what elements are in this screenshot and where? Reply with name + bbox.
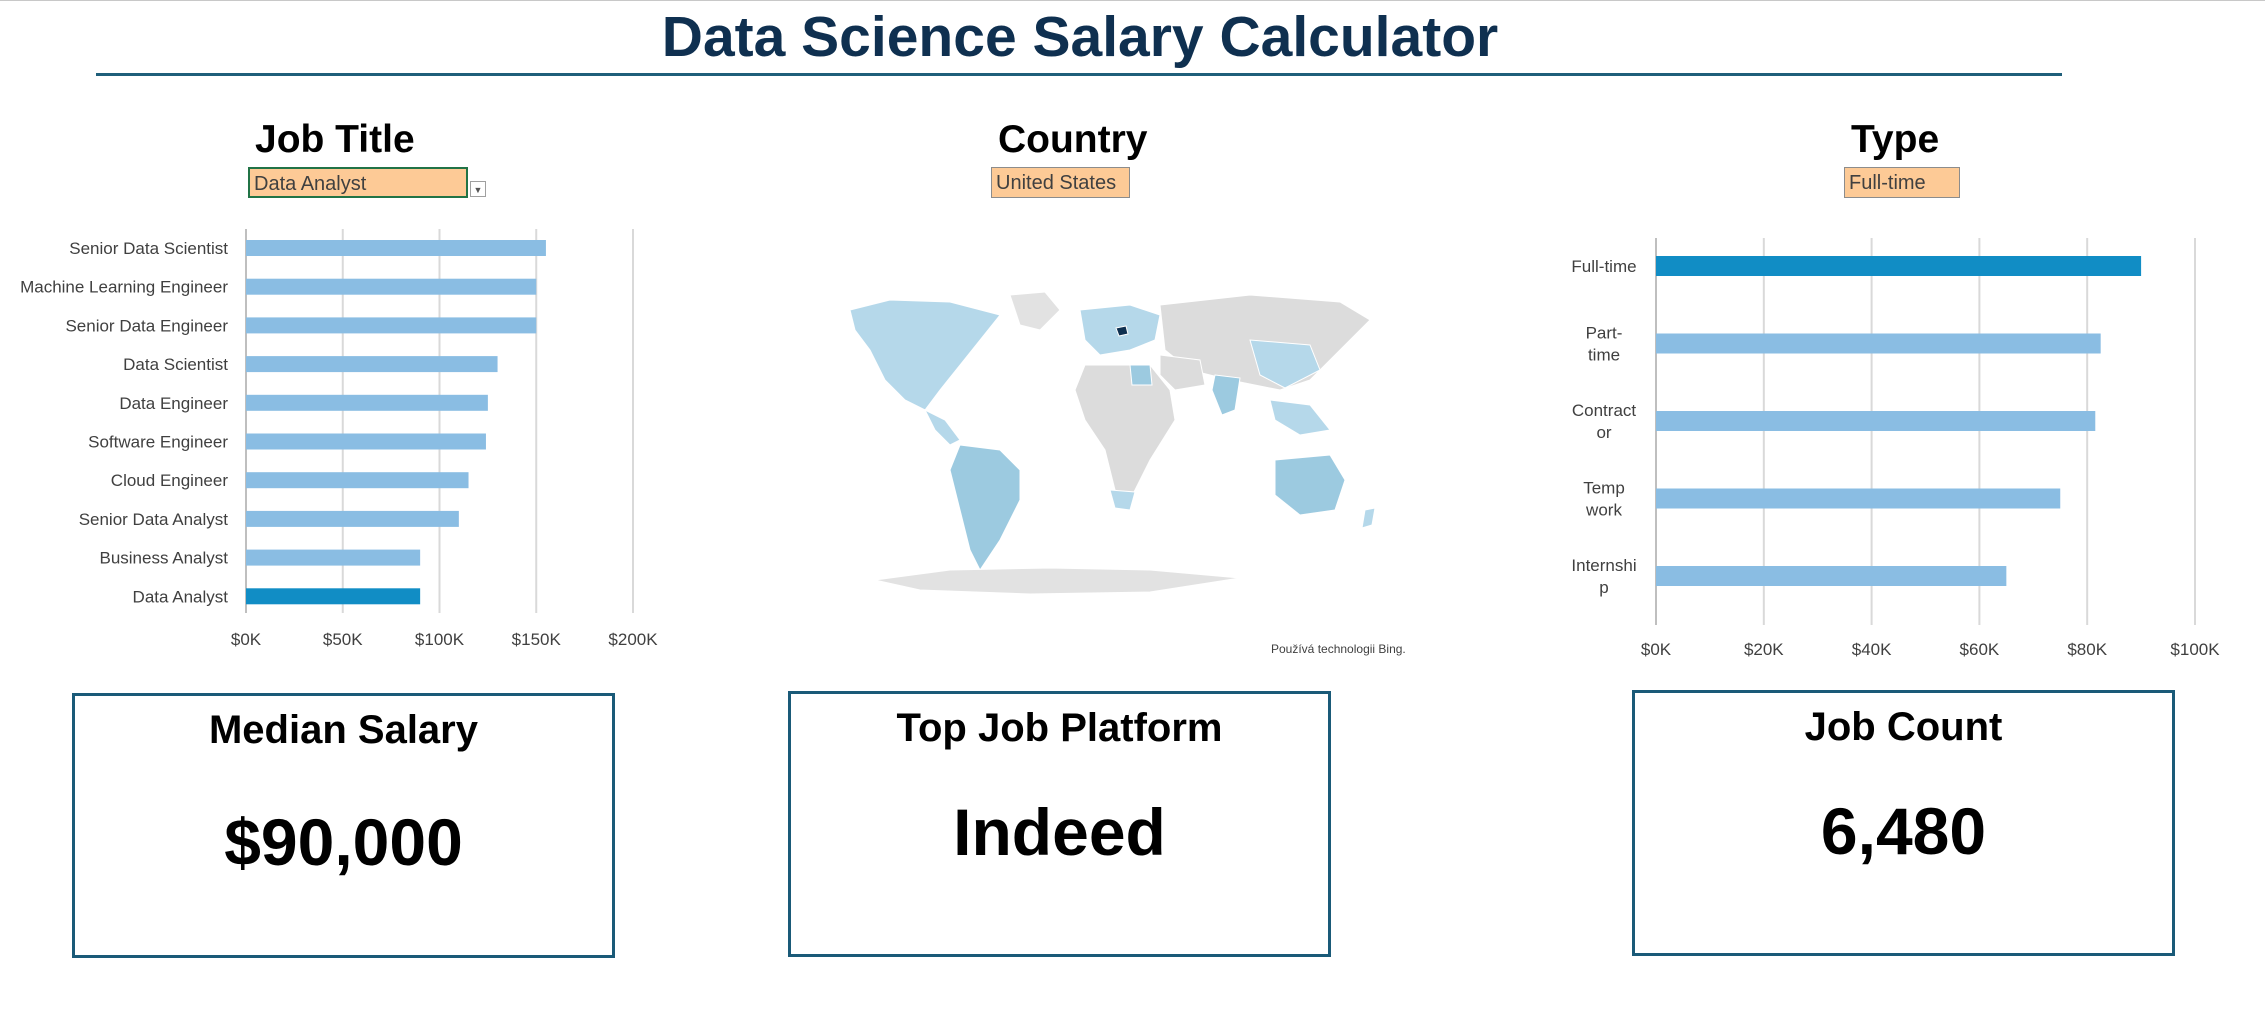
bar xyxy=(246,549,421,566)
tick-label: $100K xyxy=(415,630,465,649)
type-dropdown[interactable]: Full-time xyxy=(1844,167,1960,198)
bar xyxy=(1656,256,2142,276)
category-label: Senior Data Engineer xyxy=(65,316,228,335)
map-region-australia xyxy=(1274,454,1346,516)
bar xyxy=(246,510,459,527)
category-label: Software Engineer xyxy=(88,432,228,451)
category-label: Senior Data Analyst xyxy=(79,510,229,529)
top-job-platform-card: Top Job Platform Indeed xyxy=(788,691,1331,957)
bar xyxy=(246,240,546,256)
map-region-antarctica xyxy=(874,567,1241,595)
top-job-platform-title: Top Job Platform xyxy=(896,706,1223,750)
window-top-border xyxy=(0,0,2265,1)
tick-label: $50K xyxy=(323,630,363,649)
category-label: work xyxy=(1585,501,1622,520)
top-job-platform-value: Indeed xyxy=(953,795,1166,869)
category-label: Internshi xyxy=(1571,556,1636,575)
median-salary-value: $90,000 xyxy=(224,805,463,879)
job-title-label: Job Title xyxy=(255,118,415,161)
tick-label: $40K xyxy=(1852,640,1892,659)
category-label: Machine Learning Engineer xyxy=(20,278,228,297)
type-salary-chart: Full-time Part-time Contract or Temp work Inte… xyxy=(1571,238,2220,659)
map-region-greenland xyxy=(1009,291,1061,331)
map-attribution: Používá technologii Bing. xyxy=(1271,642,1406,656)
map-region-india xyxy=(1211,374,1241,416)
map-region-middle-east xyxy=(1159,354,1206,391)
world-map xyxy=(849,291,1376,595)
job-count-value: 6,480 xyxy=(1820,794,1987,868)
map-region-egypt xyxy=(1129,364,1153,386)
category-label: p xyxy=(1599,578,1608,597)
map-region-south-africa xyxy=(1109,489,1136,511)
map-region-china xyxy=(1249,339,1321,389)
category-label: Senior Data Scientist xyxy=(69,239,228,258)
category-label: Part- xyxy=(1586,323,1623,342)
tick-label: $0K xyxy=(231,630,262,649)
map-region-new-zealand xyxy=(1361,507,1376,529)
bar xyxy=(246,433,486,450)
job-title-salary-chart: Senior Data Scientist Machine Learning En… xyxy=(20,229,658,649)
median-salary-title: Median Salary xyxy=(208,708,478,752)
title-underline xyxy=(96,73,2062,76)
category-label: Business Analyst xyxy=(99,549,228,568)
tick-label: $150K xyxy=(512,630,562,649)
category-label: Data Engineer xyxy=(119,394,228,413)
map-region-central-america xyxy=(923,408,961,446)
map-region-africa xyxy=(1074,364,1176,501)
category-label: Temp xyxy=(1583,478,1625,497)
bar xyxy=(246,394,488,411)
page-title: Data Science Salary Calculator xyxy=(661,5,1499,69)
bar xyxy=(1656,333,2101,354)
bar xyxy=(246,356,498,373)
map-region-southeast-asia xyxy=(1269,399,1331,436)
tick-label: $20K xyxy=(1744,640,1784,659)
bar xyxy=(246,588,421,605)
category-label: Full-time xyxy=(1571,257,1636,276)
category-label: Data Analyst xyxy=(133,587,229,606)
category-label: Cloud Engineer xyxy=(111,471,229,490)
median-salary-card: Median Salary $90,000 xyxy=(72,693,615,958)
category-label: or xyxy=(1596,423,1611,442)
category-label: time xyxy=(1588,346,1620,365)
bar xyxy=(246,278,537,295)
type-label: Type xyxy=(1851,118,1940,161)
tick-label: $100K xyxy=(2170,640,2220,659)
bar xyxy=(1656,411,2096,431)
country-label: Country xyxy=(998,118,1148,161)
bar xyxy=(1656,566,2007,586)
map-region-north-america xyxy=(849,299,1001,411)
country-dropdown[interactable]: United States xyxy=(991,167,1130,198)
job-title-dropdown[interactable]: Data Analyst xyxy=(248,167,468,198)
category-label: Data Scientist xyxy=(123,355,228,374)
job-count-title: Job Count xyxy=(1804,705,2003,749)
bar xyxy=(246,317,537,334)
tick-label: $60K xyxy=(1960,640,2000,659)
chevron-down-icon[interactable]: ▼ xyxy=(470,181,486,197)
bar xyxy=(246,472,469,489)
tick-label: $0K xyxy=(1641,640,1672,659)
tick-label: $200K xyxy=(608,630,658,649)
map-region-south-america xyxy=(949,444,1021,571)
map-region-selected xyxy=(1115,325,1129,337)
bar xyxy=(1656,488,2061,509)
category-label: Contract xyxy=(1572,401,1637,420)
job-count-card: Job Count 6,480 xyxy=(1632,690,2175,956)
tick-label: $80K xyxy=(2067,640,2107,659)
